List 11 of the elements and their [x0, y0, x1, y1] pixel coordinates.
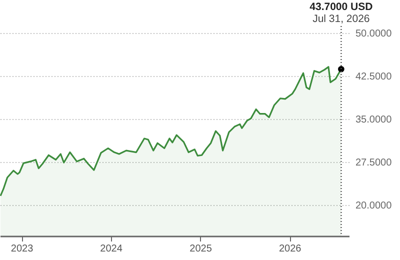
y-tick-label: 35.0000: [356, 114, 392, 126]
x-tick-label: 2024: [100, 244, 123, 254]
text: Jul 31, 2026: [312, 13, 370, 25]
text: 43.7000 USD: [310, 1, 374, 13]
x-tick-label: 2023: [10, 244, 34, 254]
y-tick-label: 42.5000: [356, 72, 392, 83]
y-tick-label: 27.5000: [356, 158, 392, 169]
y-tick-label: 50.0000: [356, 28, 392, 40]
y-tick-label: 20.0000: [356, 200, 392, 212]
x-tick-label: 2025: [190, 244, 212, 254]
x-tick-label: 2026: [278, 244, 302, 254]
